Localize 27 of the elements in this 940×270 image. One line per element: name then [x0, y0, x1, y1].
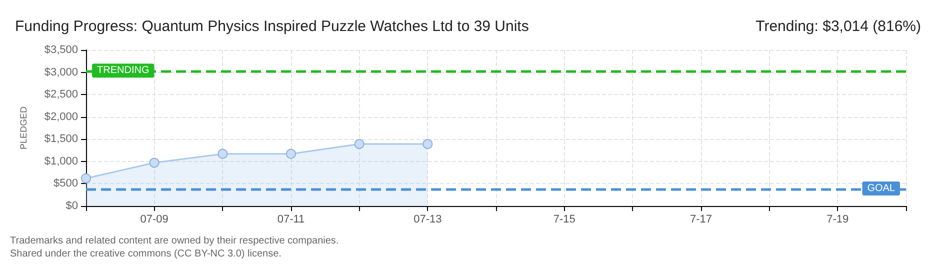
y-tick-label: $0: [66, 200, 78, 212]
y-tick-label: $3,000: [44, 66, 78, 78]
point: [218, 148, 228, 159]
x-tick-label: 7-17: [690, 214, 712, 226]
x-tick-label: 7-19: [826, 214, 849, 226]
y-tick-label: $2,000: [44, 110, 78, 123]
point: [149, 158, 160, 168]
point: [81, 173, 91, 184]
text: Trademarks and related content are owned by their respective companies.: [10, 236, 339, 246]
y-tick-label: $1,000: [44, 155, 78, 168]
x-tick-label: 7-15: [553, 214, 576, 226]
point: [422, 139, 433, 150]
x-tick-label: 07-13: [414, 214, 442, 226]
point: [354, 139, 364, 150]
y-tick-label: $500: [54, 178, 78, 190]
y-tick-label: $2,500: [44, 88, 78, 101]
y-tick-label: $1,500: [44, 133, 78, 146]
ref-line-label: GOAL: [867, 183, 896, 194]
point: [286, 148, 296, 159]
chart-subtitle: Trending: $3,014 (816%): [756, 18, 922, 35]
y-tick-label: $3,500: [44, 44, 78, 56]
chart-title: Funding Progress: Quantum Physics Inspired Puzzle Watches Ltd to 39 Units: [15, 18, 529, 35]
y-axis-title: PLEDGED: [18, 106, 28, 150]
text: Shared under the creative commons (CC BY-NC 3.0) license.: [10, 248, 282, 260]
x-tick-label: 07-09: [140, 214, 168, 226]
ref-line-label: TRENDING: [97, 65, 150, 76]
x-tick-label: 07-11: [277, 214, 305, 226]
